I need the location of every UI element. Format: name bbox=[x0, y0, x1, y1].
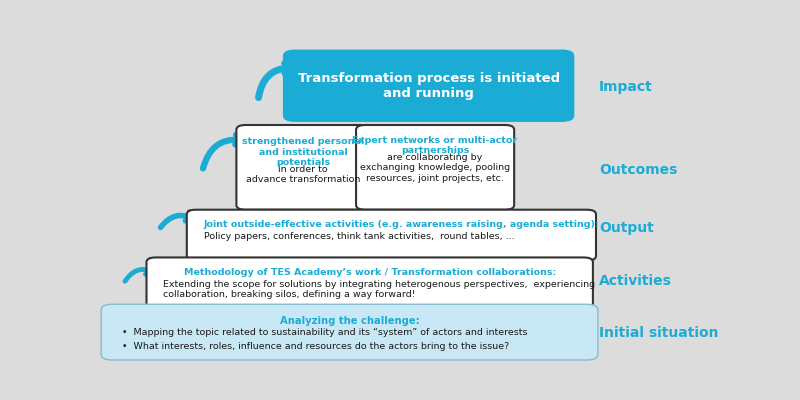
Text: Impact: Impact bbox=[599, 80, 653, 94]
Text: Expert networks or multi-actor
partnerships: Expert networks or multi-actor partnersh… bbox=[353, 136, 518, 155]
Text: strengthened personal
and institutional
potentials: strengthened personal and institutional … bbox=[242, 137, 364, 167]
FancyBboxPatch shape bbox=[187, 210, 596, 260]
FancyBboxPatch shape bbox=[146, 258, 593, 310]
Text: Policy papers, conferences, think tank activities,  round tables, ...: Policy papers, conferences, think tank a… bbox=[203, 232, 514, 241]
Text: Outcomes: Outcomes bbox=[599, 163, 678, 177]
Text: Extending the scope for solutions by integrating heterogenous perspectives,  exp: Extending the scope for solutions by int… bbox=[163, 280, 595, 299]
FancyBboxPatch shape bbox=[237, 125, 370, 210]
Text: •  Mapping the topic related to sustainability and its “system” of actors and in: • Mapping the topic related to sustainab… bbox=[122, 328, 527, 337]
Text: Initial situation: Initial situation bbox=[599, 326, 718, 340]
FancyBboxPatch shape bbox=[102, 304, 598, 360]
Text: Output: Output bbox=[599, 221, 654, 235]
FancyBboxPatch shape bbox=[283, 50, 574, 122]
Text: Activities: Activities bbox=[599, 274, 672, 288]
Text: Analyzing the challenge:: Analyzing the challenge: bbox=[280, 316, 419, 326]
Text: in order to
advance transformation: in order to advance transformation bbox=[246, 165, 360, 184]
Text: Methodology of TES Academy’s work / Transformation collaborations:: Methodology of TES Academy’s work / Tran… bbox=[183, 268, 556, 277]
Text: •  What interests, roles, influence and resources do the actors bring to the iss: • What interests, roles, influence and r… bbox=[122, 342, 509, 350]
Text: Transformation process is initiated
and running: Transformation process is initiated and … bbox=[298, 72, 560, 100]
Text: are collaborating by
exchanging knowledge, pooling
resources, joint projects, et: are collaborating by exchanging knowledg… bbox=[360, 153, 510, 182]
FancyBboxPatch shape bbox=[356, 125, 514, 210]
Text: Joint outside-effective activities (e.g. awareness raising, agenda setting):: Joint outside-effective activities (e.g.… bbox=[203, 220, 599, 229]
